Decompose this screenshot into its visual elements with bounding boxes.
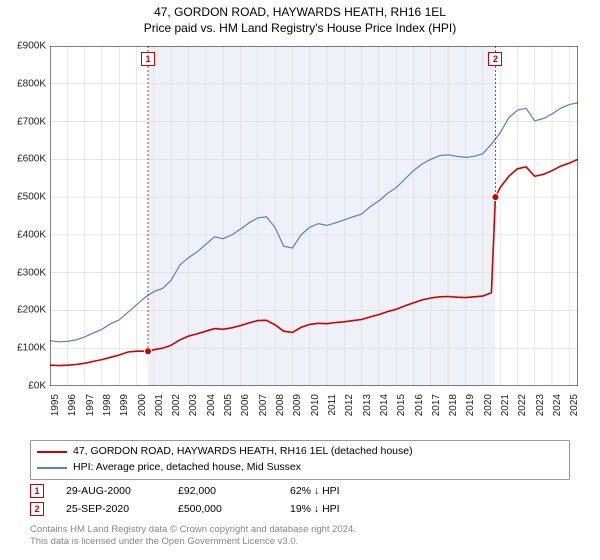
y-tick-label: £400K	[17, 229, 46, 240]
x-tick-label: 1996	[67, 394, 78, 416]
x-tick-label: 2014	[379, 394, 390, 416]
x-tick-label: 2004	[206, 394, 217, 416]
x-tick-label: 2006	[240, 394, 251, 416]
license-line2: This data is licensed under the Open Gov…	[30, 536, 356, 548]
marker-badge: 2	[30, 502, 44, 516]
transaction-price: £92,000	[178, 485, 268, 497]
license-line1: Contains HM Land Registry data © Crown c…	[30, 524, 356, 536]
x-tick-label: 2001	[154, 394, 165, 416]
x-tick-label: 2008	[275, 394, 286, 416]
x-tick-label: 1998	[102, 394, 113, 416]
x-tick-label: 2018	[448, 394, 459, 416]
x-tick-label: 1997	[85, 394, 96, 416]
license-text: Contains HM Land Registry data © Crown c…	[30, 524, 356, 549]
plot-area	[50, 46, 578, 386]
x-tick-label: 2022	[517, 394, 528, 416]
legend-swatch	[37, 451, 67, 453]
legend-swatch	[37, 467, 67, 469]
legend-item: HPI: Average price, detached house, Mid …	[37, 460, 563, 476]
transaction-vshpi: 62% ↓ HPI	[290, 485, 380, 497]
y-axis: £0K£100K£200K£300K£400K£500K£600K£700K£8…	[0, 46, 48, 386]
y-tick-label: £200K	[17, 305, 46, 316]
chart-container: 47, GORDON ROAD, HAYWARDS HEATH, RH16 1E…	[0, 0, 600, 560]
y-tick-label: £500K	[17, 192, 46, 203]
transaction-row: 2 25-SEP-2020 £500,000 19% ↓ HPI	[30, 500, 570, 518]
legend-label: HPI: Average price, detached house, Mid …	[73, 460, 301, 476]
transaction-date: 29-AUG-2000	[66, 485, 156, 497]
x-tick-label: 2007	[258, 394, 269, 416]
y-tick-label: £900K	[17, 41, 46, 52]
x-tick-label: 2012	[344, 394, 355, 416]
x-tick-label: 2015	[396, 394, 407, 416]
x-tick-label: 1999	[119, 394, 130, 416]
y-tick-label: £0K	[28, 381, 46, 392]
x-tick-label: 1995	[50, 394, 61, 416]
x-tick-label: 2002	[171, 394, 182, 416]
y-tick-label: £800K	[17, 78, 46, 89]
x-tick-label: 2005	[223, 394, 234, 416]
legend: 47, GORDON ROAD, HAYWARDS HEATH, RH16 1E…	[30, 440, 570, 480]
x-tick-label: 2013	[362, 394, 373, 416]
x-tick-label: 2020	[483, 394, 494, 416]
x-tick-label: 2021	[500, 394, 511, 416]
x-tick-label: 2017	[431, 394, 442, 416]
title-line2: Price paid vs. HM Land Registry's House …	[0, 20, 600, 36]
legend-label: 47, GORDON ROAD, HAYWARDS HEATH, RH16 1E…	[73, 444, 413, 460]
title-block: 47, GORDON ROAD, HAYWARDS HEATH, RH16 1E…	[0, 0, 600, 36]
y-tick-label: £700K	[17, 116, 46, 127]
y-tick-label: £100K	[17, 343, 46, 354]
plot-svg	[50, 46, 578, 386]
transaction-row: 1 29-AUG-2000 £92,000 62% ↓ HPI	[30, 482, 570, 500]
x-tick-label: 2011	[327, 394, 338, 416]
x-tick-label: 2023	[535, 394, 546, 416]
y-tick-label: £300K	[17, 267, 46, 278]
transaction-price: £500,000	[178, 503, 268, 515]
x-tick-label: 2019	[465, 394, 476, 416]
marker-callout: 1	[141, 52, 155, 66]
x-tick-label: 2000	[137, 394, 148, 416]
x-tick-label: 2003	[188, 394, 199, 416]
marker-callout: 2	[488, 52, 502, 66]
x-tick-label: 2009	[292, 394, 303, 416]
x-tick-label: 2025	[569, 394, 580, 416]
transaction-date: 25-SEP-2020	[66, 503, 156, 515]
x-tick-label: 2016	[414, 394, 425, 416]
transaction-vshpi: 19% ↓ HPI	[290, 503, 380, 515]
x-axis: 1995 1996 1997 1998 1999 2000 2001 2002 2003 2004…	[50, 392, 578, 442]
x-tick-label: 2010	[310, 394, 321, 416]
marker-badge: 1	[30, 484, 44, 498]
y-tick-label: £600K	[17, 154, 46, 165]
x-tick-label: 2024	[552, 394, 563, 416]
transactions: 1 29-AUG-2000 £92,000 62% ↓ HPI 2 25-SEP…	[30, 482, 570, 518]
legend-item: 47, GORDON ROAD, HAYWARDS HEATH, RH16 1E…	[37, 444, 563, 460]
title-line1: 47, GORDON ROAD, HAYWARDS HEATH, RH16 1E…	[0, 4, 600, 20]
